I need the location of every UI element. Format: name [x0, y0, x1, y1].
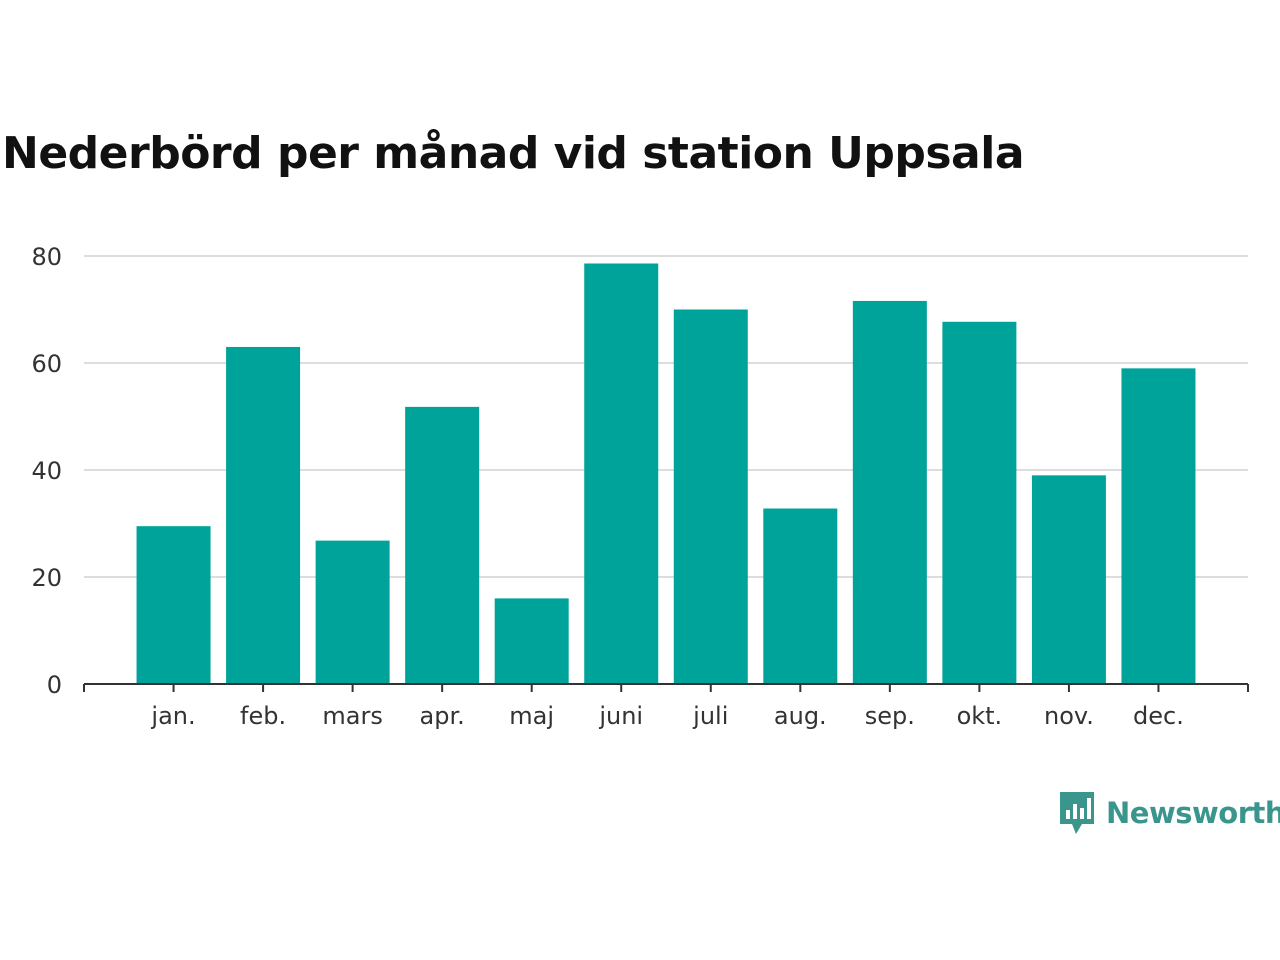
bar: [136, 526, 211, 684]
bar: [315, 540, 390, 684]
x-tick-label: dec.: [1133, 702, 1184, 730]
bar: [852, 300, 927, 684]
bar: [405, 406, 480, 684]
x-tick-label: apr.: [420, 702, 465, 730]
bar: [673, 309, 748, 684]
x-tick-label: maj: [509, 702, 554, 730]
y-tick-label: 0: [47, 671, 62, 699]
bar: [1031, 475, 1106, 684]
x-tick-label: juni: [598, 702, 643, 730]
y-tick-label: 80: [31, 243, 62, 271]
chart-title: Nederbörd per månad vid station Uppsala: [2, 128, 1025, 179]
bars: [136, 263, 1196, 684]
y-axis-tick-labels: 0 20 40 60 80: [31, 243, 62, 699]
bar: [584, 263, 659, 684]
x-tick-label: juli: [692, 702, 728, 730]
x-tick-label: nov.: [1044, 702, 1094, 730]
x-tick-label: okt.: [957, 702, 1003, 730]
y-tick-label: 60: [31, 350, 62, 378]
bar: [226, 346, 301, 684]
bar: [494, 598, 569, 684]
x-tick-label: sep.: [865, 702, 915, 730]
x-tick-label: aug.: [774, 702, 827, 730]
newsworthy-logo: Newsworthy: [1058, 790, 1280, 836]
bar: [942, 321, 1017, 684]
newsworthy-logo-icon: [1060, 792, 1094, 834]
x-axis: [83, 683, 1249, 692]
x-tick-label: mars: [322, 702, 382, 730]
y-tick-label: 40: [31, 457, 62, 485]
bar: [1121, 368, 1196, 684]
x-axis-tick-labels: jan. feb. mars apr. maj juni juli aug. sep. okt. n…: [150, 702, 1183, 730]
y-tick-label: 20: [31, 564, 62, 592]
x-tick-label: jan.: [150, 702, 195, 730]
newsworthy-logo-text: Newsworthy: [1106, 796, 1280, 830]
x-tick-label: feb.: [240, 702, 286, 730]
bar: [763, 508, 838, 684]
